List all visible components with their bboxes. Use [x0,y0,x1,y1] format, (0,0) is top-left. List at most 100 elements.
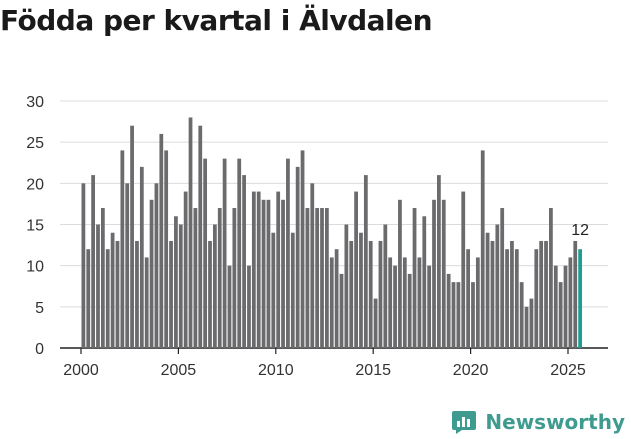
bar [368,240,373,348]
x-tick-label: 2005 [161,362,197,379]
bar [261,199,266,348]
annotations: 12 [571,222,589,239]
bar [232,208,237,348]
bar [149,199,154,348]
bar [310,183,315,348]
bar [563,265,568,348]
bar [388,257,393,348]
chart-title: Födda per kvartal i Älvdalen [0,4,433,37]
y-tick-label: 0 [35,341,44,358]
bar [500,208,505,348]
bar [325,208,329,348]
brand-name: Newsworthy [485,410,625,434]
bar [417,257,422,348]
bar [81,183,86,348]
bar [154,183,159,348]
bar [446,273,451,348]
bar [334,249,339,348]
y-axis-ticks: 0 5 10 15 20 25 30 [26,94,44,358]
bar [315,208,320,348]
bar [217,208,222,348]
bar [544,240,548,348]
last-value-label: 12 [571,222,589,239]
bar [456,282,461,348]
y-tick-label: 30 [26,94,44,111]
bar [139,166,144,348]
bar [359,232,363,348]
bar [349,240,354,348]
bar [539,240,544,348]
bar [227,265,232,348]
bar [471,282,475,348]
x-tick-label: 2025 [550,362,586,379]
bar [578,249,583,348]
bar [237,158,242,348]
bar [534,249,539,348]
newsworthy-icon [452,411,477,434]
bar [178,224,183,348]
bar [271,232,276,348]
x-tick-label: 2000 [63,362,99,379]
bar [281,199,285,348]
x-tick-label: 2010 [258,362,294,379]
bar [553,265,558,348]
newsworthy-logo: Newsworthy [451,409,625,435]
bar [120,150,125,348]
bar [514,249,519,348]
bar [130,125,134,348]
bar [451,282,456,348]
bar [398,199,402,348]
bar [558,282,563,348]
bar [480,150,485,348]
bar [461,191,466,348]
bar [286,158,290,348]
bar [573,240,578,348]
bar [247,265,251,348]
bar [295,166,300,348]
bar [183,191,188,348]
bar [519,282,524,348]
bar [222,158,227,348]
bar [193,208,198,348]
bar [305,208,310,348]
bar [251,191,256,348]
bar [300,150,305,348]
bar [475,257,480,348]
bar [164,150,169,348]
bar [505,249,509,348]
y-tick-label: 25 [26,135,44,152]
bar [125,183,130,348]
bar [432,199,436,348]
bar [169,240,173,348]
bar [203,158,208,348]
bar [393,265,397,348]
bar [198,125,203,348]
bar [373,298,378,348]
bar [290,232,295,348]
bar [174,216,178,348]
bar [105,249,110,348]
bar [91,175,96,348]
bar [407,273,412,348]
bar [529,298,534,348]
bar [96,224,100,348]
bar [144,257,149,348]
bar [466,249,470,348]
bar [441,199,446,348]
bar [422,216,427,348]
y-tick-label: 15 [26,218,44,235]
bar [495,224,500,348]
bar [383,224,388,348]
bar [159,133,164,348]
bars [81,117,583,348]
bar [100,208,105,348]
bar [568,257,573,348]
bar [276,191,281,348]
bar [549,208,553,348]
bar [135,240,139,348]
bar [110,232,115,348]
bar [354,191,358,348]
bar [524,306,529,348]
bar [188,117,193,348]
